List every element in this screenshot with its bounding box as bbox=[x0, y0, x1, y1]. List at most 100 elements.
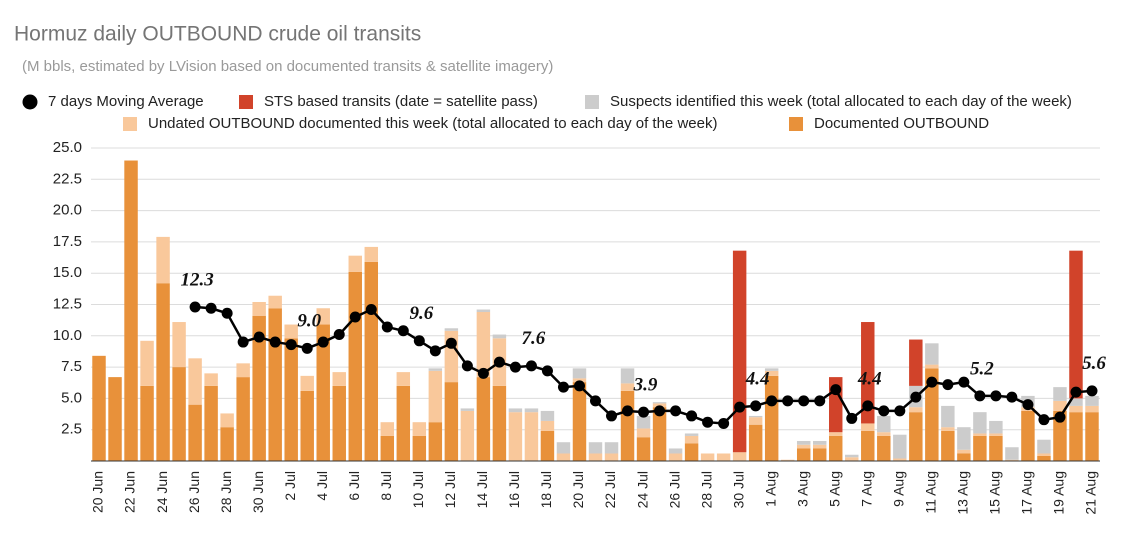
legend-label: Documented OUTBOUND bbox=[814, 115, 989, 132]
moving-average-point bbox=[301, 342, 313, 354]
x-tick-label: 22 Jun bbox=[122, 471, 138, 513]
x-tick-label: 16 Jul bbox=[506, 471, 522, 508]
moving-average-point bbox=[381, 321, 393, 333]
bar-segment bbox=[540, 420, 555, 431]
bar-segment bbox=[1085, 395, 1099, 406]
moving-average-point bbox=[525, 360, 537, 372]
bar-segment bbox=[380, 435, 395, 461]
legend-label: Undated OUTBOUND documented this week (t… bbox=[148, 115, 717, 132]
moving-average-point bbox=[1006, 391, 1018, 403]
x-tick-label: 26 Jul bbox=[666, 471, 682, 508]
moving-average-point bbox=[974, 390, 986, 402]
moving-average-point bbox=[1054, 411, 1066, 423]
bar-segment bbox=[236, 377, 250, 461]
bar-segment bbox=[508, 412, 523, 461]
data-label: 7.6 bbox=[522, 328, 546, 349]
bar-segment bbox=[973, 435, 987, 461]
bar-segment bbox=[668, 453, 683, 461]
bar-segment bbox=[460, 408, 475, 411]
y-tick-label: 17.5 bbox=[53, 233, 82, 250]
chart-title: Hormuz daily OUTBOUND crude oil transits bbox=[14, 23, 421, 46]
moving-average-point bbox=[221, 307, 233, 319]
moving-average-point bbox=[590, 395, 601, 407]
moving-average-point bbox=[862, 400, 874, 412]
legend-marker bbox=[239, 95, 253, 109]
moving-average-point bbox=[189, 301, 201, 313]
y-tick-label: 12.5 bbox=[53, 295, 82, 312]
bar-segment bbox=[364, 261, 379, 461]
bar-segment bbox=[909, 407, 923, 413]
moving-average-point bbox=[702, 416, 714, 428]
moving-average-point bbox=[686, 410, 698, 422]
moving-average-point bbox=[814, 395, 826, 407]
moving-average-point bbox=[942, 379, 954, 391]
bar-segment bbox=[636, 415, 651, 429]
moving-average-point bbox=[365, 304, 377, 316]
bar-segment bbox=[716, 453, 731, 461]
bar-segment bbox=[829, 435, 843, 461]
bar-segment bbox=[748, 415, 763, 418]
bar-segment bbox=[188, 404, 202, 461]
bar-segment bbox=[652, 403, 667, 408]
bar-segment bbox=[396, 385, 411, 461]
data-label: 4.4 bbox=[745, 368, 770, 389]
legend-marker bbox=[123, 117, 137, 131]
bar-segment bbox=[941, 405, 955, 428]
moving-average-point bbox=[1022, 399, 1034, 411]
bar-segment bbox=[236, 363, 250, 378]
moving-average-point bbox=[285, 339, 297, 351]
x-tick-label: 24 Jul bbox=[634, 471, 650, 508]
bar-segment bbox=[172, 367, 186, 461]
bar-segment bbox=[556, 453, 571, 461]
bar-segment bbox=[925, 368, 939, 461]
bar-segment bbox=[572, 378, 587, 383]
bar-segment bbox=[540, 430, 555, 461]
bar-segment bbox=[893, 434, 907, 459]
bar-segment bbox=[684, 433, 699, 436]
bar-segment bbox=[1069, 250, 1083, 399]
bar-segment bbox=[796, 448, 811, 461]
bar-segment bbox=[1037, 453, 1051, 456]
bar-segment bbox=[893, 458, 907, 461]
moving-average-point bbox=[766, 395, 778, 407]
moving-average-point bbox=[461, 360, 473, 372]
data-label: 9.0 bbox=[297, 311, 321, 332]
bar-segment bbox=[684, 443, 699, 461]
moving-average-point bbox=[622, 405, 634, 417]
legend-label: STS based transits (date = satellite pas… bbox=[264, 93, 538, 110]
moving-average-point bbox=[573, 380, 585, 392]
data-label: 5.6 bbox=[1082, 353, 1106, 374]
bar-segment bbox=[428, 422, 443, 461]
legend-marker bbox=[22, 94, 38, 110]
bar-segment bbox=[780, 459, 795, 461]
x-tick-label: 30 Jul bbox=[730, 471, 746, 508]
bar-segment bbox=[636, 428, 651, 438]
moving-average-point bbox=[477, 367, 489, 379]
bar-segment bbox=[156, 283, 170, 461]
bar-segment bbox=[861, 423, 875, 431]
x-tick-label: 11 Aug bbox=[923, 471, 939, 514]
bar-segment bbox=[268, 308, 282, 461]
x-tick-label: 19 Aug bbox=[1051, 471, 1067, 515]
bar-segment bbox=[909, 412, 923, 461]
x-tick-label: 21 Aug bbox=[1083, 471, 1099, 515]
x-tick-label: 17 Aug bbox=[1019, 471, 1035, 515]
bar-segment bbox=[556, 442, 571, 454]
bar-segment bbox=[1085, 412, 1099, 461]
moving-average-point bbox=[1086, 385, 1098, 397]
moving-average-point bbox=[798, 395, 810, 407]
moving-average-point bbox=[782, 395, 794, 407]
bar-segment bbox=[1037, 455, 1051, 461]
bar-segment bbox=[444, 328, 459, 331]
bar-segment bbox=[300, 390, 314, 461]
bar-segment bbox=[1005, 459, 1019, 461]
x-tick-label: 5 Aug bbox=[826, 471, 842, 507]
bar-segment bbox=[989, 435, 1003, 461]
bar-segment bbox=[764, 368, 779, 371]
y-tick-label: 2.5 bbox=[61, 421, 82, 438]
bar-segment bbox=[1053, 387, 1067, 401]
data-label: 12.3 bbox=[180, 269, 213, 290]
bar-segment bbox=[877, 432, 891, 436]
moving-average-point bbox=[205, 302, 217, 314]
bar-segment bbox=[380, 422, 395, 436]
